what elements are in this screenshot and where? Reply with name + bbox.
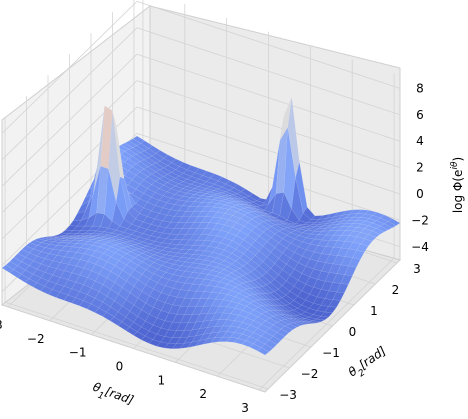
grid-line	[1, 80, 138, 213]
surface-patch	[257, 347, 270, 356]
surface-patch	[280, 326, 294, 333]
surface-patch	[316, 316, 329, 321]
grid-line	[1, 1, 138, 134]
surface-patch	[383, 221, 397, 229]
grid-line	[136, 106, 401, 195]
x-tick-label: −3	[0, 318, 3, 332]
x-tick-label: 1	[158, 373, 166, 387]
surface-patch	[332, 291, 345, 301]
z-tick-label: 8	[416, 81, 424, 95]
grid-line	[1, 27, 138, 161]
surface-patch	[304, 321, 317, 324]
grid-line	[136, 80, 401, 168]
y-tick-label: 3	[413, 262, 421, 276]
z-axis-label: log Φ(eiθ)	[450, 157, 465, 213]
z-tick-label: 0	[416, 187, 424, 201]
z-tick-label: 2	[416, 161, 424, 175]
z-tick-label: −2	[411, 213, 429, 227]
x-tick-label: 3	[241, 401, 249, 415]
x-axis-label: θ1[rad]	[89, 380, 136, 412]
surface-patch	[284, 323, 298, 330]
surface-patch	[348, 257, 361, 268]
surface	[1, 96, 401, 356]
y-axis-label: θ2[rad]	[346, 344, 392, 384]
surface-patch	[372, 228, 385, 235]
y-tick-label: 2	[392, 283, 400, 297]
surface-patch	[300, 321, 313, 325]
surface-patch	[344, 265, 357, 276]
x-tick-label: 0	[116, 360, 124, 374]
x-tick-label: 2	[199, 387, 207, 401]
grid-line	[136, 53, 401, 142]
surface-patch	[296, 321, 309, 325]
y-tick-label: 1	[370, 304, 378, 318]
x-tick-labels: −3 −2 −1 0 1 2 3	[0, 318, 249, 415]
surface-patch	[264, 339, 278, 349]
z-tick-label: −4	[411, 240, 429, 254]
surface-patch	[352, 250, 365, 260]
grid-line	[136, 1, 401, 89]
grid-line	[136, 27, 401, 116]
z-tick-label: 4	[416, 134, 424, 148]
y-tick-label: −3	[279, 388, 297, 402]
grid-line	[258, 257, 395, 391]
grid-line	[136, 133, 401, 221]
x-tick-label: −1	[69, 346, 87, 360]
y-tick-label: 0	[349, 325, 357, 339]
grid-line	[1, 53, 138, 187]
surface-patch	[276, 328, 290, 337]
x-tick-label: −2	[27, 332, 45, 346]
surface-patch	[336, 283, 349, 293]
surface-patch	[260, 343, 274, 353]
z-tick-label: 6	[416, 108, 424, 122]
surface-patch	[356, 243, 369, 253]
y-tick-label: −2	[301, 367, 319, 381]
y-tick-label: −1	[322, 346, 340, 360]
z-tick-labels: −4 −2 0 2 4 6 8	[411, 81, 429, 253]
